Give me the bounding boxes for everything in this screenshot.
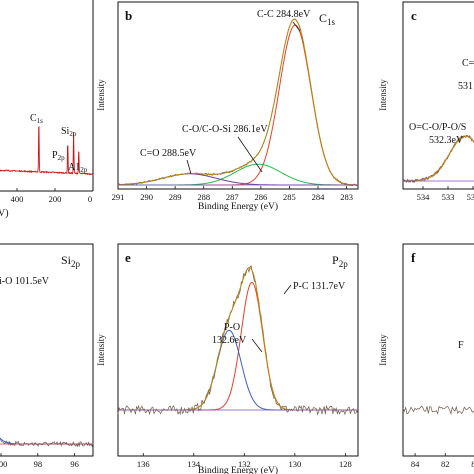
- x-tick-label: 98: [34, 459, 43, 469]
- x-tick-label: 136: [137, 459, 150, 469]
- annotation-p-o: P-O: [224, 322, 240, 333]
- envelope-fit-line: [403, 135, 474, 182]
- panel-letter: b: [125, 8, 132, 23]
- annotation-c-partial: C=: [462, 58, 474, 69]
- peak-label-p2p: P2p: [52, 150, 65, 162]
- plot-frame: [402, 243, 474, 457]
- x-tick-label: 80: [471, 459, 474, 469]
- x-tick-label: 287: [226, 192, 239, 202]
- annotation-c-dbl-o: C=O 288.5eV: [140, 148, 197, 159]
- annotation-531-partial: 531: [458, 81, 473, 92]
- x-tick-label: 100: [0, 459, 7, 469]
- x-tick-label: 532: [467, 192, 474, 202]
- panel-letter: f: [411, 250, 416, 265]
- plot-frame: [117, 243, 359, 457]
- panel-f: f Intensity F 84 82 80: [378, 243, 474, 469]
- plot-frame: [402, 1, 474, 190]
- panel-tag: C1s: [319, 11, 336, 27]
- x-tick-label: 84: [411, 459, 420, 469]
- component-c-c: [118, 24, 358, 186]
- x-tick-label: 289: [169, 192, 182, 202]
- y-axis-label: Intensity: [378, 79, 388, 111]
- panel-letter: c: [411, 8, 417, 23]
- x-axis-label: V): [0, 208, 9, 219]
- arrow-c-dbl-o: [186, 159, 192, 175]
- raw-data-line: [117, 264, 359, 416]
- x-tick-label: 96: [70, 459, 79, 469]
- x-tick-label: 286: [254, 192, 267, 202]
- panel-tag: Si2p: [61, 253, 81, 269]
- annotation-f-partial: F: [458, 340, 464, 351]
- plot-frame: [117, 1, 359, 190]
- raw-data-line: [117, 18, 359, 187]
- peak-label-al2p: A12p: [68, 162, 88, 174]
- panel-tag: P2p: [332, 253, 348, 269]
- x-tick-label: 132: [238, 459, 251, 469]
- raw-data-line: [0, 438, 94, 448]
- annotation-p-o-value: 132.6eV: [212, 335, 247, 346]
- component-c-o: [118, 173, 358, 186]
- x-tick-label: 130: [288, 459, 301, 469]
- y-axis-label: Intensity: [96, 79, 106, 111]
- annotation-si-o: i-O 101.5eV: [0, 276, 50, 287]
- envelope-fit-line: [118, 18, 358, 186]
- annotation-532-3: 532.3eV: [429, 135, 464, 146]
- panel-a: 400 200 0 C1s Si2p P2p A12p V): [0, 0, 94, 219]
- x-tick-label: 134: [187, 459, 201, 469]
- annotation-oc-o: O=C-O/P-O/S: [409, 122, 466, 133]
- arrow-p-o: [251, 338, 263, 353]
- raw-data-line: [402, 405, 474, 416]
- annotation-c-o: C-O/C-O-Si 286.1eV: [182, 124, 268, 135]
- x-tick-label: 533: [442, 192, 455, 202]
- x-tick-label: 283: [340, 192, 353, 202]
- annotation-p-c: P-C 131.7eV: [293, 281, 346, 292]
- x-axis-label: Binding Energy (eV): [198, 201, 278, 212]
- plot-frame: [0, 243, 94, 457]
- x-tick-label: 290: [140, 192, 153, 202]
- peak-label-c1s: C1s: [30, 113, 43, 125]
- component-si-o: [0, 437, 93, 445]
- survey-spectrum: [0, 126, 94, 176]
- x-tick-label: 128: [339, 459, 352, 469]
- arrow-c-c: [292, 21, 301, 32]
- arrow-c-o: [237, 136, 263, 173]
- panel-b: b C1s Intensity Binding Energy (eV) 291 2…: [96, 1, 359, 212]
- component-p-c: [118, 281, 358, 411]
- x-tick-label: 285: [283, 192, 296, 202]
- component-c-o-c-o-si: [118, 163, 358, 186]
- y-axis-label: Intensity: [378, 334, 388, 366]
- x-axis-label: Binding Energy (eV): [198, 465, 278, 474]
- x-tick-label: 200: [49, 194, 62, 204]
- annotation-c-c: C-C 284.8eV: [257, 9, 311, 20]
- x-tick-label: 291: [112, 192, 125, 202]
- arrow-p-c: [283, 284, 292, 295]
- panel-d: Si2p i-O 101.5eV 100 98 96: [0, 243, 94, 469]
- x-tick-label: 534: [417, 192, 431, 202]
- x-tick-label: 82: [441, 459, 450, 469]
- panel-letter: e: [125, 250, 131, 265]
- panel-c: c Intensity 534 533 532 C= 531 O=C-O/P-O/S…: [378, 1, 474, 202]
- y-axis-label: Intensity: [96, 334, 106, 366]
- x-tick-label: 0: [88, 194, 92, 204]
- x-tick-label: 288: [197, 192, 210, 202]
- peak-label-si2p: Si2p: [61, 126, 77, 138]
- x-tick-label: 400: [11, 194, 24, 204]
- x-tick-label: 284: [312, 192, 326, 202]
- panel-e: e P2p Intensity Binding Energy (eV) 136 1…: [96, 243, 359, 474]
